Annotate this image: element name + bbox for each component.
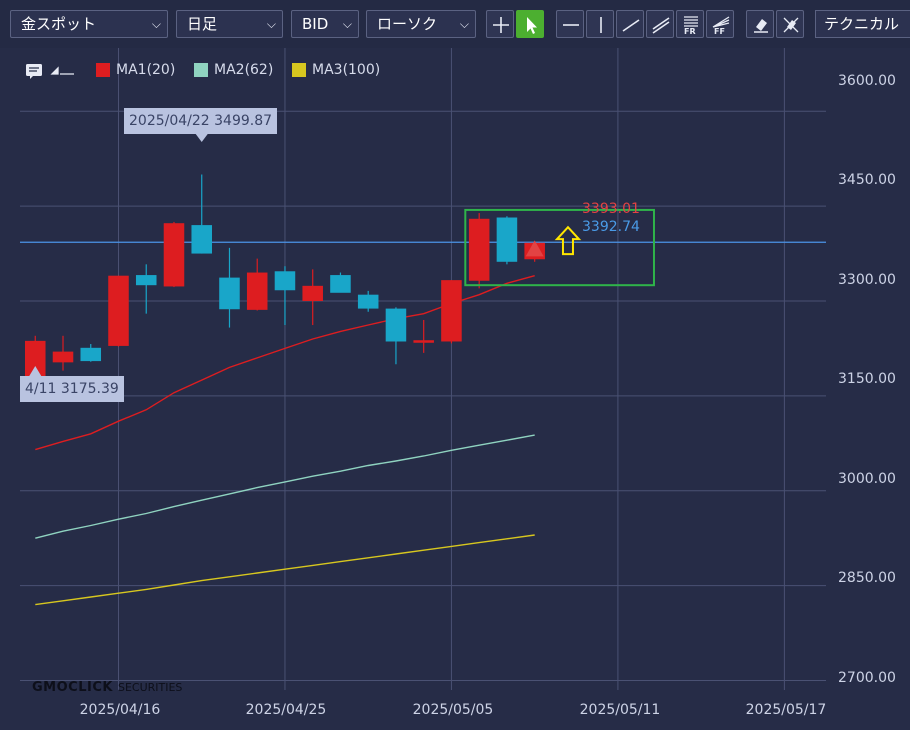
high-price-callout: 2025/04/22 3499.87 (124, 108, 278, 134)
pointer-button[interactable] (516, 10, 544, 38)
ma2-line (35, 434, 535, 539)
line-tool-icon[interactable] (50, 66, 74, 75)
fibonacci-retracement-label: FR (684, 27, 696, 36)
pointer-icon (527, 17, 537, 34)
bid-price-label: 3392.74 (582, 219, 640, 235)
y-tick-label: 3300.00 (838, 272, 896, 288)
chevron-down-icon: ⌵ (459, 17, 469, 31)
legend-ma1[interactable]: MA1(20) (96, 60, 175, 80)
candle-up (302, 285, 323, 302)
legend-ma2[interactable]: MA2(62) (194, 60, 273, 80)
comment-icon[interactable] (26, 64, 42, 76)
candle-up (413, 340, 434, 343)
period-select[interactable]: 日足 ⌵ (176, 10, 283, 38)
y-tick-label: 3450.00 (838, 172, 896, 188)
candle-down (385, 308, 407, 342)
trendline-icon (622, 19, 640, 32)
candle-up (441, 280, 462, 342)
buy-arrow-icon (554, 225, 582, 256)
brand-watermark: GMOCLICK SECURITIES (32, 680, 182, 695)
legend-ma2-label: MA2(62) (214, 62, 274, 78)
y-tick-label: 2850.00 (838, 570, 896, 586)
x-tick-label: 2025/05/17 (745, 702, 827, 718)
legend-tools (26, 64, 74, 79)
y-tick-label: 3000.00 (838, 471, 896, 487)
legend-ma2-swatch (194, 63, 208, 77)
callout-pointer (29, 366, 42, 376)
brand-watermark-suffix: SECURITIES (117, 681, 183, 694)
chevron-down-icon: ⌵ (151, 17, 161, 31)
candle-up (24, 340, 46, 381)
chevron-down-icon: ⌵ (266, 17, 276, 31)
sell-signal-icon (525, 240, 544, 257)
candle-down (357, 294, 379, 309)
channel-button[interactable] (646, 10, 674, 38)
horizontal-line-button[interactable] (556, 10, 584, 38)
crosshair-icon (493, 17, 509, 33)
trendline-button[interactable] (616, 10, 644, 38)
candle-down (219, 277, 240, 310)
candle-up (246, 272, 268, 310)
legend-ma3[interactable]: MA3(100) (292, 60, 380, 80)
symbol-select[interactable]: 金スポット ⌵ (10, 10, 168, 38)
symbol-select-value: 金スポット (21, 15, 97, 33)
price-type-select-value: BID (302, 15, 329, 33)
chevron-down-icon: ⌵ (342, 17, 352, 31)
chart-overlay (29, 134, 655, 376)
x-tick-label: 2025/05/05 (412, 702, 494, 718)
candle-down (496, 217, 518, 262)
ma3-line (35, 534, 535, 606)
chart-grid (20, 48, 826, 690)
y-tick-label: 3150.00 (838, 371, 896, 387)
technical-button[interactable]: テクニカル (815, 10, 910, 38)
candle-down (191, 225, 212, 254)
vertical-line-icon (600, 17, 602, 33)
chart-style-select-value: ローソク (377, 15, 438, 33)
y-tick-label: 2700.00 (838, 670, 896, 686)
horizontal-line-icon (563, 24, 579, 26)
candle-up (468, 218, 490, 281)
x-tick-label: 2025/05/11 (579, 702, 661, 718)
technical-button-label: テクニカル (824, 15, 900, 33)
low-price-callout: 4/11 3175.39 (20, 376, 124, 402)
brand-watermark-name: GMOCLICK (32, 680, 113, 695)
erase-all-button[interactable] (776, 10, 804, 38)
eraser-icon (754, 19, 768, 33)
chart-style-select[interactable]: ローソク ⌵ (366, 10, 476, 38)
candle-down (80, 347, 102, 362)
legend-ma3-label: MA3(100) (312, 62, 381, 78)
price-type-select[interactable]: BID ⌵ (291, 10, 359, 38)
candle-up (163, 223, 185, 287)
fibonacci-fan-icon (712, 16, 730, 28)
candle-down (274, 271, 296, 291)
y-tick-label: 3600.00 (838, 73, 896, 89)
fibonacci-fan-label: FF (714, 27, 725, 36)
channel-icon (652, 17, 670, 34)
callout-pointer (195, 134, 208, 142)
candle-down (135, 275, 157, 286)
vertical-line-button[interactable] (586, 10, 614, 38)
x-tick-label: 2025/04/25 (245, 702, 327, 718)
legend-ma1-swatch (96, 63, 110, 77)
legend-ma3-swatch (292, 63, 306, 77)
x-tick-label: 2025/04/16 (79, 702, 161, 718)
candle-up (108, 275, 129, 346)
toolbar: 金スポット ⌵ 日足 ⌵ BID ⌵ ローソク ⌵ FR FF (0, 0, 910, 48)
ask-price-label: 3393.01 (582, 201, 640, 217)
candle-up (52, 351, 74, 363)
fibonacci-retracement-icon (684, 16, 698, 27)
fibonacci-fan-button[interactable]: FF (706, 10, 734, 38)
crosshair-button[interactable] (486, 10, 514, 38)
price-chart[interactable] (0, 48, 910, 730)
erase-all-icon (783, 17, 799, 33)
legend-ma1-label: MA1(20) (116, 62, 176, 78)
highlight-box (464, 208, 655, 287)
fibonacci-retracement-button[interactable]: FR (676, 10, 704, 38)
candle-down (330, 275, 351, 293)
eraser-button[interactable] (746, 10, 774, 38)
period-select-value: 日足 (187, 15, 218, 33)
